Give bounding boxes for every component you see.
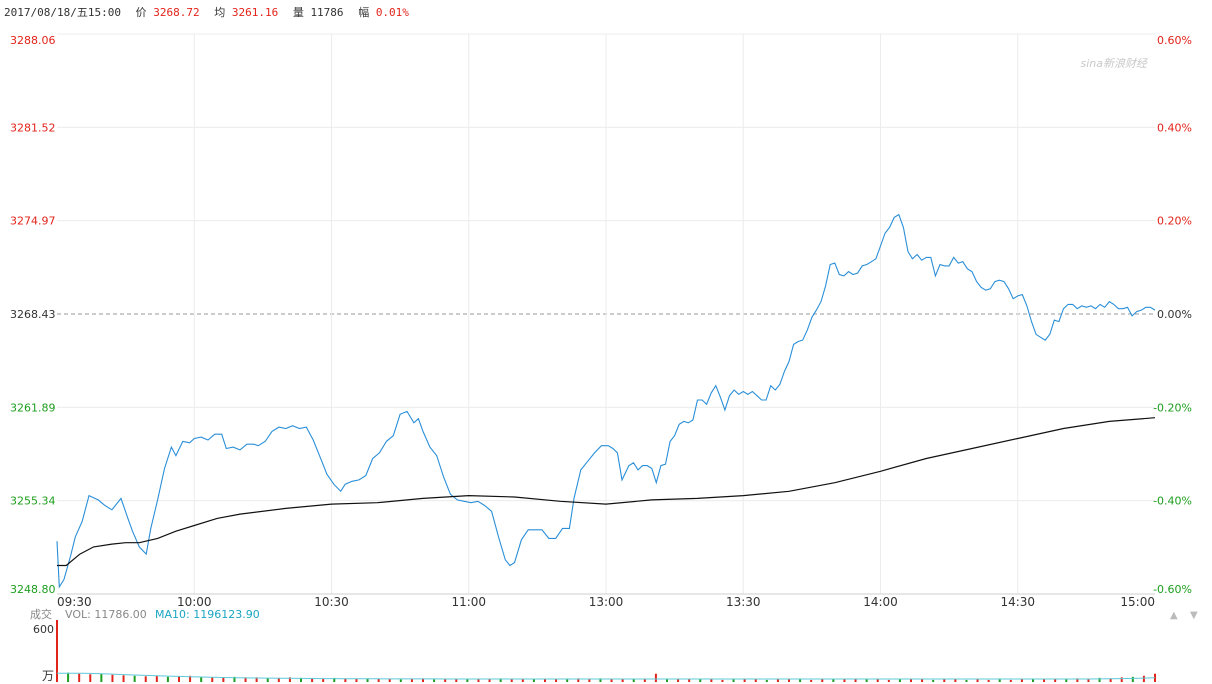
- x-tick: 11:00: [451, 595, 486, 609]
- change-label: 幅: [358, 6, 370, 19]
- avg-label: 均: [214, 6, 226, 19]
- x-tick: 09:30: [57, 595, 92, 609]
- y-tick-right: 0.40%: [1157, 121, 1192, 134]
- y-tick-left: 3261.89: [10, 401, 56, 414]
- y-tick-left: 3255.34: [10, 495, 56, 508]
- x-tick: 10:00: [177, 595, 212, 609]
- x-tick: 14:30: [1000, 595, 1035, 609]
- y-tick-left: 3281.52: [10, 121, 56, 134]
- x-tick: 15:00: [1120, 595, 1155, 609]
- volume-title: 成交: [30, 607, 52, 621]
- x-tick: 13:30: [726, 595, 761, 609]
- price-line: [56, 213, 1156, 589]
- watermark-logo: sina新浪财经: [1081, 57, 1148, 70]
- x-tick: 10:30: [314, 595, 349, 609]
- y-tick-left: 3288.06: [10, 34, 56, 47]
- volume-label: 量: [292, 6, 304, 19]
- y-tick-right: 0.20%: [1157, 215, 1192, 228]
- y-tick-right: 0.60%: [1157, 34, 1192, 47]
- volume-value: 11786: [310, 6, 344, 19]
- y-tick-left: 3248.80: [10, 583, 56, 596]
- y-tick-left: 3268.43: [10, 308, 56, 321]
- x-tick: 13:00: [589, 595, 624, 609]
- scroll-up-icon: ▲: [1170, 610, 1178, 621]
- price-label: 价: [135, 6, 147, 19]
- price-value: 3268.72: [153, 6, 200, 19]
- x-tick: 14:00: [863, 595, 898, 609]
- average-line: [57, 417, 1156, 567]
- y-tick-left: 3274.97: [10, 215, 56, 228]
- volume-vol-label: VOL: 11786.00: [65, 608, 147, 621]
- y-tick-right: -0.20%: [1153, 401, 1192, 414]
- quote-header: 2017/08/18/五15:00 价 3268.72 均 3261.16 量 …: [4, 4, 409, 20]
- y-tick-right: -0.40%: [1153, 495, 1192, 508]
- volume-ma-label: MA10: 1196123.90: [155, 608, 260, 621]
- volume-unit: 万: [42, 669, 54, 683]
- scroll-down-icon: ▼: [1190, 610, 1198, 621]
- avg-value: 3261.16: [231, 6, 279, 19]
- volume-y-top: 600: [33, 623, 54, 636]
- quote-datetime: 2017/08/18/五15:00: [4, 6, 121, 19]
- y-tick-right: -0.60%: [1153, 583, 1192, 596]
- y-tick-right: 0.00%: [1157, 308, 1192, 321]
- change-value: 0.01%: [375, 6, 409, 19]
- volume-ma-line: [57, 672, 1156, 680]
